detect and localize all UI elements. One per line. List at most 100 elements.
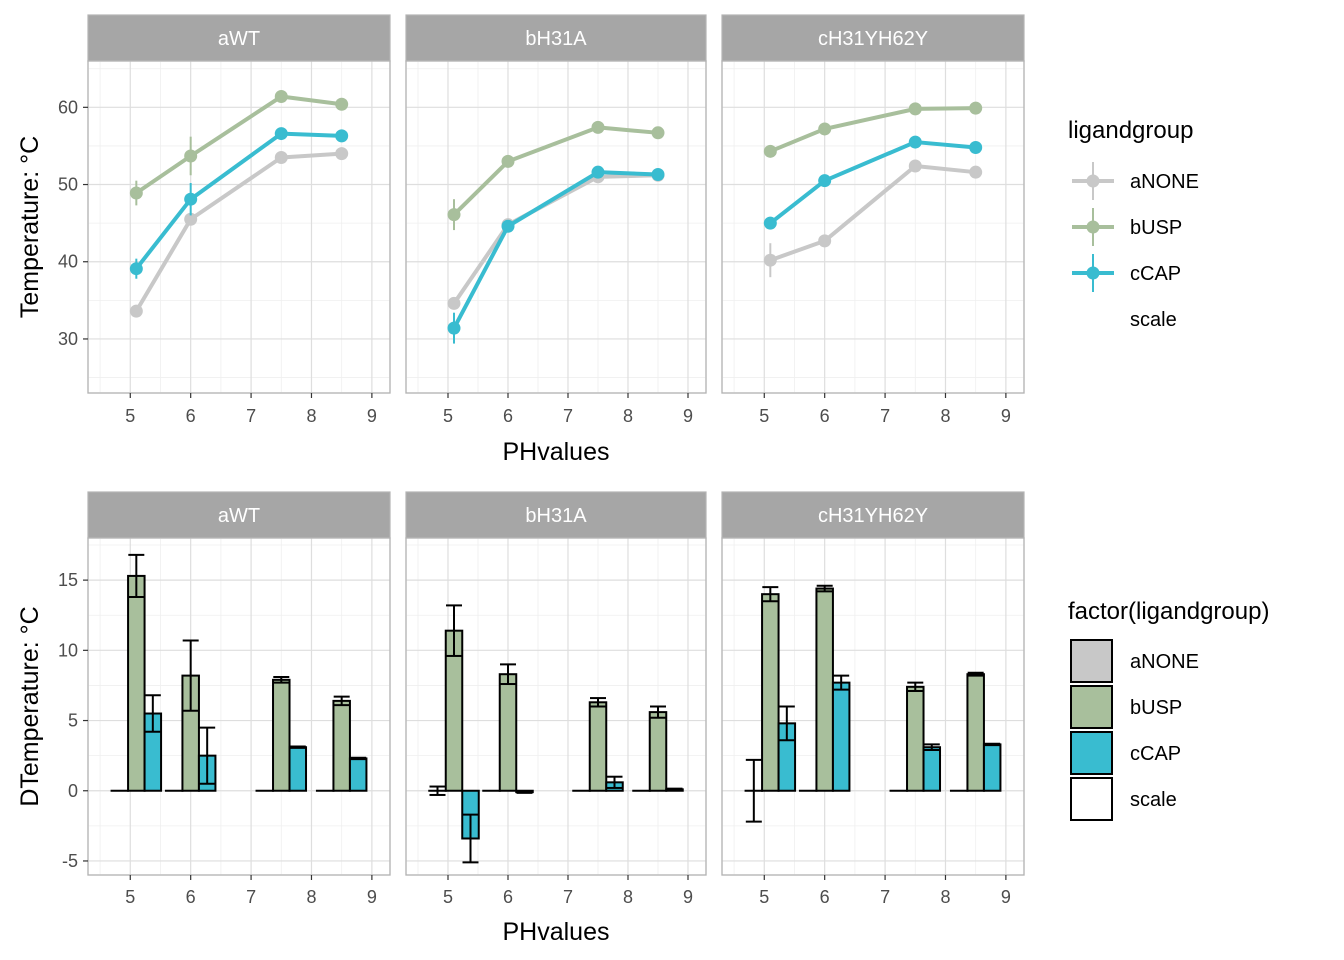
data-point-cCAP [274, 127, 288, 141]
facet-strip-label: aWT [218, 505, 260, 527]
x-tick-label: 6 [186, 406, 196, 426]
error-bar [462, 813, 479, 864]
series-bUSP [447, 120, 665, 231]
error-bar [606, 775, 623, 789]
error-bar [273, 676, 290, 684]
x-tick-label: 8 [623, 406, 633, 426]
error-bar [923, 743, 940, 752]
x-tick-label: 9 [1001, 887, 1011, 907]
data-point-bUSP [591, 120, 605, 134]
data-point-bUSP [818, 122, 832, 136]
error-bar [745, 758, 762, 823]
x-tick-label: 7 [246, 887, 256, 907]
y-tick-label: -5 [62, 851, 78, 871]
legend-key-box [1070, 685, 1113, 729]
error-bar [516, 790, 533, 794]
data-point-cCAP [651, 167, 665, 181]
bar-bUSP [761, 593, 780, 792]
error-bar [907, 681, 924, 693]
bar-bUSP [332, 699, 351, 792]
panel-border [405, 537, 707, 876]
error-bar [590, 697, 606, 708]
data-point-bUSP [184, 149, 198, 163]
series-cCAP [447, 165, 665, 344]
error-bar [182, 639, 199, 712]
x-tick-label: 9 [367, 887, 377, 907]
x-tick-label: 6 [503, 887, 513, 907]
series-line-bUSP [769, 106, 976, 154]
x-tick-label: 7 [563, 887, 573, 907]
facet-panel-bH31A: bH31A 5 6 7 8 9 [405, 491, 707, 907]
data-point-cCAP [908, 135, 922, 149]
x-tick-label: 8 [306, 406, 316, 426]
x-tick-label: 5 [443, 406, 453, 426]
x-tick-label: 9 [1001, 406, 1011, 426]
x-tick-label: 9 [367, 406, 377, 426]
legend-key-point [1086, 174, 1100, 188]
data-point-aNONE [184, 212, 198, 226]
bar-bUSP [648, 711, 668, 792]
bar-bUSP [906, 685, 925, 792]
data-point-aNONE [763, 253, 777, 267]
series-aNONE [129, 147, 349, 318]
data-point-aNONE [129, 304, 143, 318]
y-tick-label: 5 [68, 711, 78, 731]
series-cCAP [129, 127, 349, 279]
series-line-aNONE [769, 164, 976, 263]
legend-label: scale [1130, 309, 1177, 331]
legend-label: bUSP [1130, 217, 1182, 239]
legend-key-box [1070, 777, 1113, 821]
data-point-bUSP [129, 186, 143, 200]
data-point-aNONE [969, 165, 983, 179]
series-cCAP [763, 135, 983, 230]
legend-label: bUSP [1130, 697, 1182, 719]
panel-border [87, 537, 391, 876]
legend-label: scale [1130, 789, 1177, 811]
legend: ligandgroup aNONE bUSP cCAP scale [1068, 117, 1199, 331]
facet-panel-cH31YH62Y: cH31YH62Y 5 6 7 8 9 [721, 14, 1025, 426]
facet-strip [721, 14, 1025, 62]
y-tick-label: 40 [58, 252, 78, 272]
facet-panel-aWT: aWT 5 6 7 8 9 -5 0 5 10 15 [58, 491, 391, 907]
error-bar [833, 674, 850, 691]
legend-key-box [1070, 731, 1113, 775]
series-line-bUSP [135, 94, 342, 195]
legend-label: aNONE [1130, 651, 1199, 673]
data-point-bUSP [969, 101, 983, 115]
x-tick-label: 7 [880, 406, 890, 426]
data-point-bUSP [335, 97, 349, 111]
data-point-bUSP [501, 154, 515, 168]
error-bar [144, 694, 161, 733]
error-bar [778, 705, 795, 742]
legend-title: ligandgroup [1068, 117, 1193, 144]
y-tick-label: 50 [58, 175, 78, 195]
x-tick-label: 9 [683, 406, 693, 426]
bar-bUSP [127, 574, 146, 792]
x-tick-label: 5 [125, 887, 135, 907]
series-bUSP [129, 90, 349, 206]
facet-strip-label: aWT [218, 28, 260, 50]
facet-strip [87, 14, 391, 62]
panel-border [721, 60, 1025, 394]
data-point-aNONE [818, 234, 832, 248]
x-tick-label: 6 [820, 406, 830, 426]
error-bar [429, 785, 446, 796]
facet-panel-bH31A: bH31A 5 6 7 8 9 [405, 14, 707, 426]
error-bar [967, 671, 984, 677]
facet-strip [405, 491, 707, 539]
data-point-aNONE [908, 159, 922, 173]
facet-strip-label: cH31YH62Y [818, 28, 928, 50]
x-tick-label: 5 [759, 887, 769, 907]
panel-border [405, 60, 707, 394]
temperature-line-chart: aWT 5 6 7 8 9 30 40 50 60 bH31A 5 6 7 8 9 cH31YH62Y 5 6 7 8 9… [16, 14, 1199, 466]
y-tick-label: 60 [58, 97, 78, 117]
bar-bUSP [815, 587, 834, 792]
data-point-cCAP [184, 192, 198, 206]
error-bar [666, 787, 683, 792]
x-tick-label: 8 [306, 887, 316, 907]
x-tick-label: 5 [443, 887, 453, 907]
bar-cCAP [831, 681, 851, 792]
x-tick-label: 7 [563, 406, 573, 426]
legend-label: cCAP [1130, 263, 1181, 285]
legend-label: aNONE [1130, 171, 1199, 193]
